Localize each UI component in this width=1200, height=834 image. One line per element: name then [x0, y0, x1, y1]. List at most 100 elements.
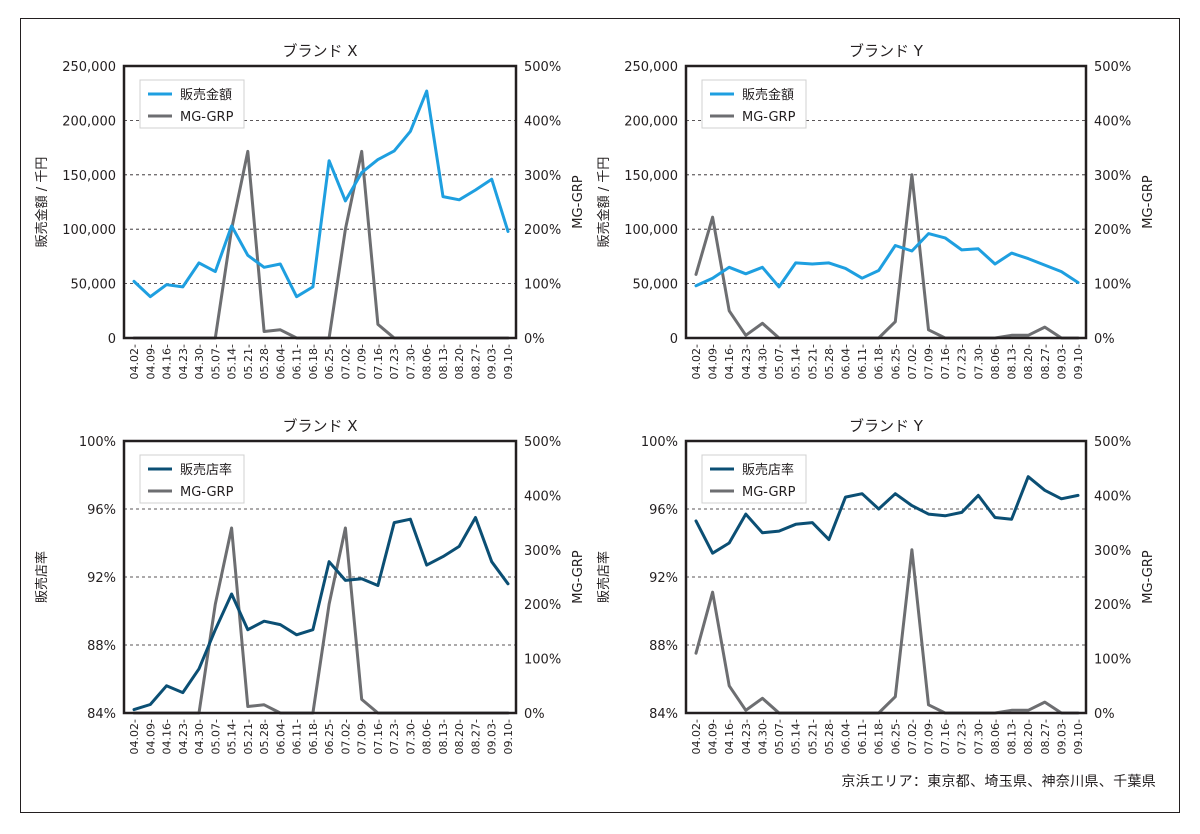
x-tick-label: 07.16- — [939, 344, 952, 379]
x-tick-label: 05.21- — [806, 344, 819, 379]
y-tick-label: 96% — [87, 503, 116, 518]
y-tick-label: 250,000 — [624, 60, 678, 75]
legend-label: 販売店率 — [742, 462, 794, 478]
x-tick-label: 06.18- — [307, 344, 320, 379]
x-tick-label: 05.07- — [209, 719, 222, 754]
x-tick-label: 08.20- — [1022, 719, 1035, 754]
x-tick-label: 04.23- — [177, 344, 190, 379]
x-tick-label: 04.30- — [193, 344, 206, 379]
series-line-mg-grp — [132, 149, 510, 340]
x-tick-label: 05.07- — [773, 344, 786, 379]
series-line-main — [132, 516, 510, 712]
y2-tick-label: 200% — [524, 223, 561, 238]
x-tick-label: 07.30- — [972, 719, 985, 754]
y2-tick-label: 200% — [1094, 598, 1131, 613]
x-tick-label: 08.06- — [989, 719, 1002, 754]
x-tick-label: 07.30- — [404, 344, 417, 379]
y-axis-label: 販売金額 / 千円 — [596, 157, 612, 248]
y2-tick-label: 400% — [524, 489, 561, 504]
x-tick-label: 04.16- — [161, 344, 174, 379]
legend-label: 販売金額 — [180, 87, 232, 103]
x-tick-label: 05.28- — [258, 719, 271, 754]
x-tick-label: 06.04- — [839, 344, 852, 379]
y2-tick-label: 200% — [524, 598, 561, 613]
x-tick-label: 08.06- — [421, 344, 434, 379]
x-tick-label: 09.10- — [502, 344, 515, 379]
x-tick-label: 05.07- — [773, 719, 786, 754]
y-tick-label: 150,000 — [62, 169, 116, 184]
x-tick-label: 07.02- — [339, 719, 352, 754]
legend-label: 販売金額 — [742, 87, 794, 103]
x-tick-label: 09.03- — [1055, 344, 1068, 379]
y-tick-label: 92% — [87, 571, 116, 586]
legend-label: MG-GRP — [742, 110, 796, 125]
x-tick-label: 04.16- — [723, 344, 736, 379]
x-tick-label: 07.09- — [923, 719, 936, 754]
y2-tick-label: 0% — [524, 707, 545, 722]
series-line-mg-grp — [694, 173, 1080, 340]
y2-axis-label: MG-GRP — [1141, 550, 1156, 604]
y-tick-label: 100,000 — [62, 223, 116, 238]
chart-title: ブランド X — [282, 42, 357, 60]
x-tick-label: 09.03- — [1055, 719, 1068, 754]
x-tick-label: 07.16- — [372, 344, 385, 379]
y-tick-label: 200,000 — [624, 114, 678, 129]
x-tick-label: 06.18- — [307, 719, 320, 754]
y2-tick-label: 400% — [524, 114, 561, 129]
series-line-mg-grp — [694, 548, 1080, 715]
y2-tick-label: 500% — [524, 60, 561, 75]
x-tick-label: 08.06- — [421, 719, 434, 754]
y2-tick-label: 400% — [1094, 489, 1131, 504]
y2-tick-label: 0% — [1094, 332, 1115, 347]
x-tick-label: 09.10- — [1072, 344, 1085, 379]
x-tick-label: 08.13- — [1006, 344, 1019, 379]
y2-tick-label: 100% — [1094, 278, 1131, 293]
x-tick-label: 04.09- — [144, 344, 157, 379]
footnote: 京浜エリア：東京都、埼玉県、神奈川県、千葉県 — [841, 774, 1156, 790]
series-line-main — [694, 475, 1080, 555]
x-tick-label: 06.11- — [856, 719, 869, 754]
x-tick-label: 08.27- — [469, 719, 482, 754]
x-tick-label: 07.02- — [339, 344, 352, 379]
y2-tick-label: 300% — [1094, 169, 1131, 184]
y-tick-label: 0 — [108, 332, 116, 347]
y-tick-label: 84% — [87, 707, 116, 722]
y-tick-label: 96% — [649, 503, 678, 518]
legend-box — [139, 79, 245, 129]
x-tick-label: 09.03- — [486, 344, 499, 379]
x-tick-label: 05.14- — [226, 719, 239, 754]
legend-box — [139, 454, 245, 504]
x-tick-label: 04.09- — [707, 719, 720, 754]
y-tick-label: 150,000 — [624, 169, 678, 184]
plot-frame — [684, 64, 1088, 340]
y-tick-label: 50,000 — [633, 278, 679, 293]
x-tick-label: 05.07- — [209, 344, 222, 379]
y-tick-label: 88% — [87, 639, 116, 654]
series-line-main — [132, 89, 510, 299]
y2-tick-label: 500% — [1094, 435, 1131, 450]
x-tick-label: 06.18- — [873, 344, 886, 379]
y-axis-label: 販売店率 — [34, 551, 50, 603]
x-tick-label: 04.23- — [177, 719, 190, 754]
x-tick-label: 04.09- — [707, 344, 720, 379]
y-axis-label: 販売店率 — [596, 551, 612, 603]
legend-label: MG-GRP — [742, 485, 796, 500]
x-tick-label: 07.23- — [388, 719, 401, 754]
x-tick-label: 04.30- — [756, 719, 769, 754]
x-tick-label: 07.02- — [906, 344, 919, 379]
y2-axis-label: MG-GRP — [571, 550, 586, 604]
plot-frame — [122, 64, 518, 340]
x-tick-label: 07.09- — [356, 344, 369, 379]
x-tick-label: 06.11- — [856, 344, 869, 379]
x-tick-label: 07.09- — [923, 344, 936, 379]
x-tick-label: 08.20- — [453, 719, 466, 754]
x-tick-label: 07.30- — [972, 344, 985, 379]
x-tick-label: 07.16- — [939, 719, 952, 754]
x-tick-label: 08.27- — [1039, 719, 1052, 754]
plot-frame — [122, 439, 518, 715]
y-tick-label: 100,000 — [624, 223, 678, 238]
x-tick-label: 06.25- — [889, 344, 902, 379]
chart-panel-1: 0 50,000 100,000 150,000 200,000 250,000 0% 100… — [34, 42, 586, 379]
x-tick-label: 06.25- — [323, 719, 336, 754]
x-tick-label: 04.30- — [193, 719, 206, 754]
